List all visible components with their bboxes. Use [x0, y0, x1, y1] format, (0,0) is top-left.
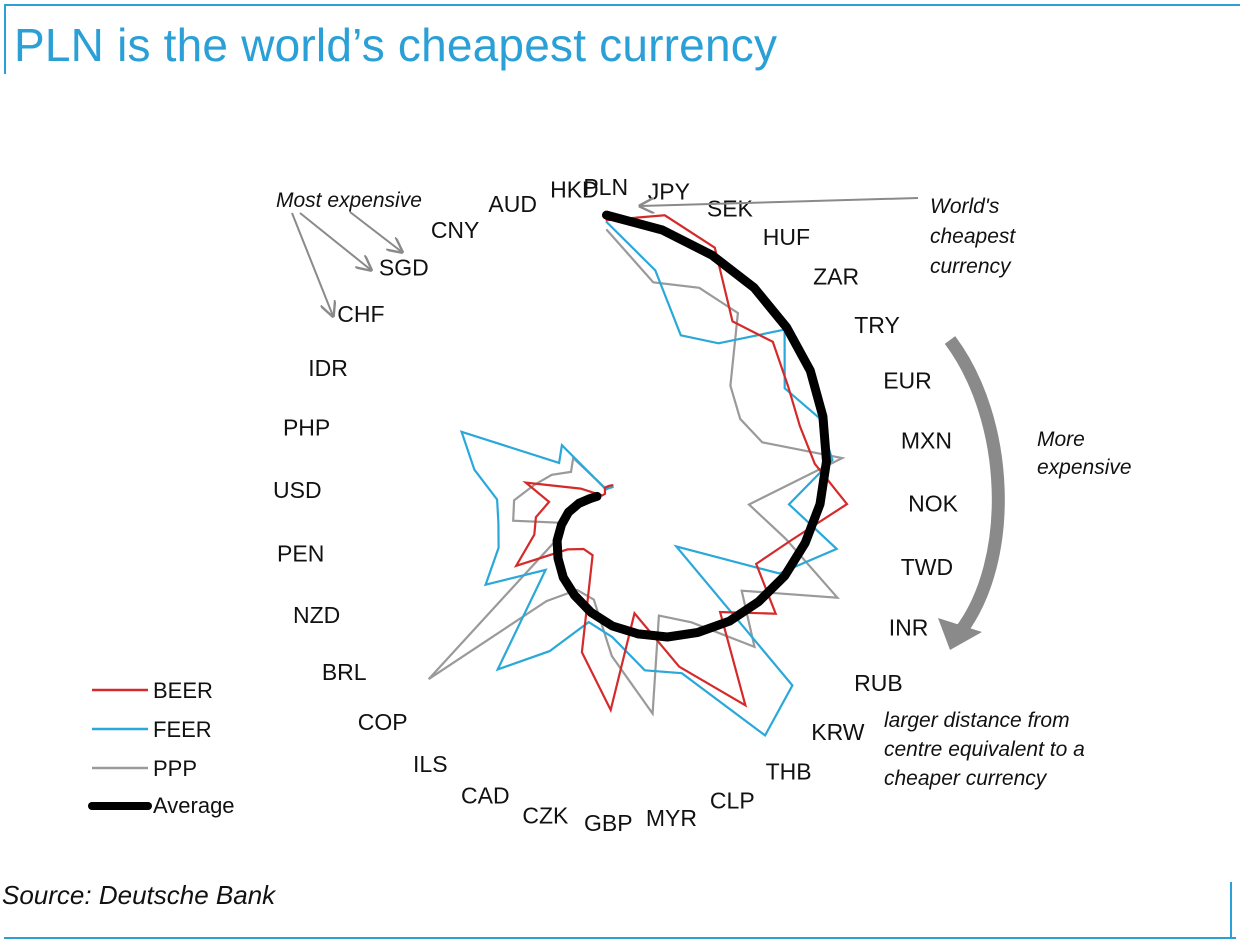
- frame-bottom-rule: [4, 937, 1236, 939]
- category-label-usd: USD: [273, 477, 322, 503]
- frame-left-rule: [4, 4, 6, 74]
- series-line-feer: [459, 221, 839, 738]
- category-label-thb: THB: [766, 759, 812, 785]
- more-expensive-arrow-shaft: [944, 336, 1005, 636]
- more-expensive-arrow-head: [938, 618, 982, 650]
- legend-label-feer: FEER: [153, 717, 212, 742]
- chart-legend: BEER FEER PPP Average: [88, 678, 235, 818]
- category-label-chf: CHF: [337, 301, 384, 327]
- cheapest-note-line-3: currency: [930, 255, 1012, 278]
- category-label-clp: CLP: [710, 788, 755, 814]
- cheapest-note-line-1: World's: [930, 195, 1000, 218]
- category-label-php: PHP: [283, 415, 330, 441]
- more-expensive-note-line-2: expensive: [1037, 456, 1132, 479]
- category-label-gbp: GBP: [584, 810, 633, 836]
- category-label-cop: COP: [358, 709, 408, 735]
- source-note: Source: Deutsche Bank: [2, 880, 276, 910]
- category-label-inr: INR: [889, 614, 929, 640]
- most-expensive-arrow-hkd: [349, 211, 402, 252]
- frame-right-rule: [1230, 882, 1232, 939]
- series-layer: [427, 210, 849, 738]
- series-line-average: [552, 210, 831, 642]
- category-label-idr: IDR: [308, 355, 348, 381]
- category-label-cad: CAD: [461, 782, 510, 808]
- most-expensive-arrow-cny: [291, 212, 333, 316]
- category-label-nzd: NZD: [293, 602, 340, 628]
- category-label-cny: CNY: [431, 217, 480, 243]
- category-label-try: TRY: [854, 312, 900, 338]
- series-line-ppp: [427, 229, 846, 717]
- distance-note-line-2: centre equivalent to a: [884, 738, 1085, 761]
- category-label-zar: ZAR: [813, 263, 859, 289]
- cheapest-note-line-2: cheapest: [930, 225, 1016, 248]
- category-label-eur: EUR: [883, 367, 932, 393]
- series-line-beer: [513, 214, 849, 714]
- category-label-sgd: SGD: [379, 254, 429, 280]
- category-label-myr: MYR: [646, 805, 697, 831]
- distance-note-line-1: larger distance from: [884, 709, 1070, 732]
- distance-note-line-3: cheaper currency: [884, 767, 1048, 790]
- category-label-pen: PEN: [277, 541, 324, 567]
- category-label-hkd: HKD: [550, 177, 599, 203]
- category-label-jpy: JPY: [648, 179, 690, 205]
- most-expensive-arrow-aud: [299, 212, 371, 270]
- category-label-czk: CZK: [522, 802, 569, 828]
- category-label-pln: PLN: [583, 174, 628, 200]
- frame-top-rule: [4, 4, 1240, 6]
- legend-label-ppp: PPP: [153, 756, 197, 781]
- more-expensive-note-line-1: More: [1037, 428, 1085, 451]
- category-label-aud: AUD: [488, 191, 537, 217]
- category-label-krw: KRW: [811, 719, 865, 745]
- category-label-sek: SEK: [707, 196, 754, 222]
- category-label-twd: TWD: [901, 554, 953, 580]
- category-label-brl: BRL: [322, 659, 367, 685]
- category-label-ils: ILS: [413, 751, 448, 777]
- category-label-rub: RUB: [854, 670, 903, 696]
- cheapest-arrow: [640, 197, 919, 206]
- page-title: PLN is the world’s cheapest currency: [14, 19, 778, 71]
- category-label-huf: HUF: [763, 224, 810, 250]
- legend-label-beer: BEER: [153, 678, 213, 703]
- most-expensive-note: Most expensive: [276, 189, 422, 212]
- legend-label-average: Average: [153, 793, 235, 818]
- category-label-nok: NOK: [908, 491, 959, 517]
- category-label-mxn: MXN: [901, 428, 952, 454]
